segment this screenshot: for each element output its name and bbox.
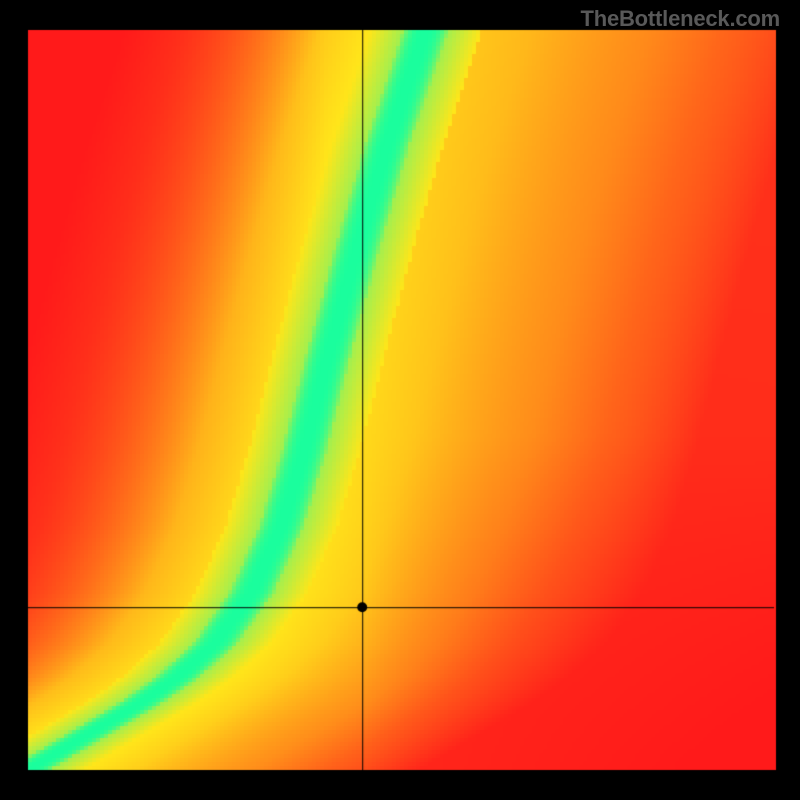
watermark-text: TheBottleneck.com: [580, 6, 780, 32]
chart-container: TheBottleneck.com: [0, 0, 800, 800]
bottleneck-heatmap-canvas: [0, 0, 800, 800]
